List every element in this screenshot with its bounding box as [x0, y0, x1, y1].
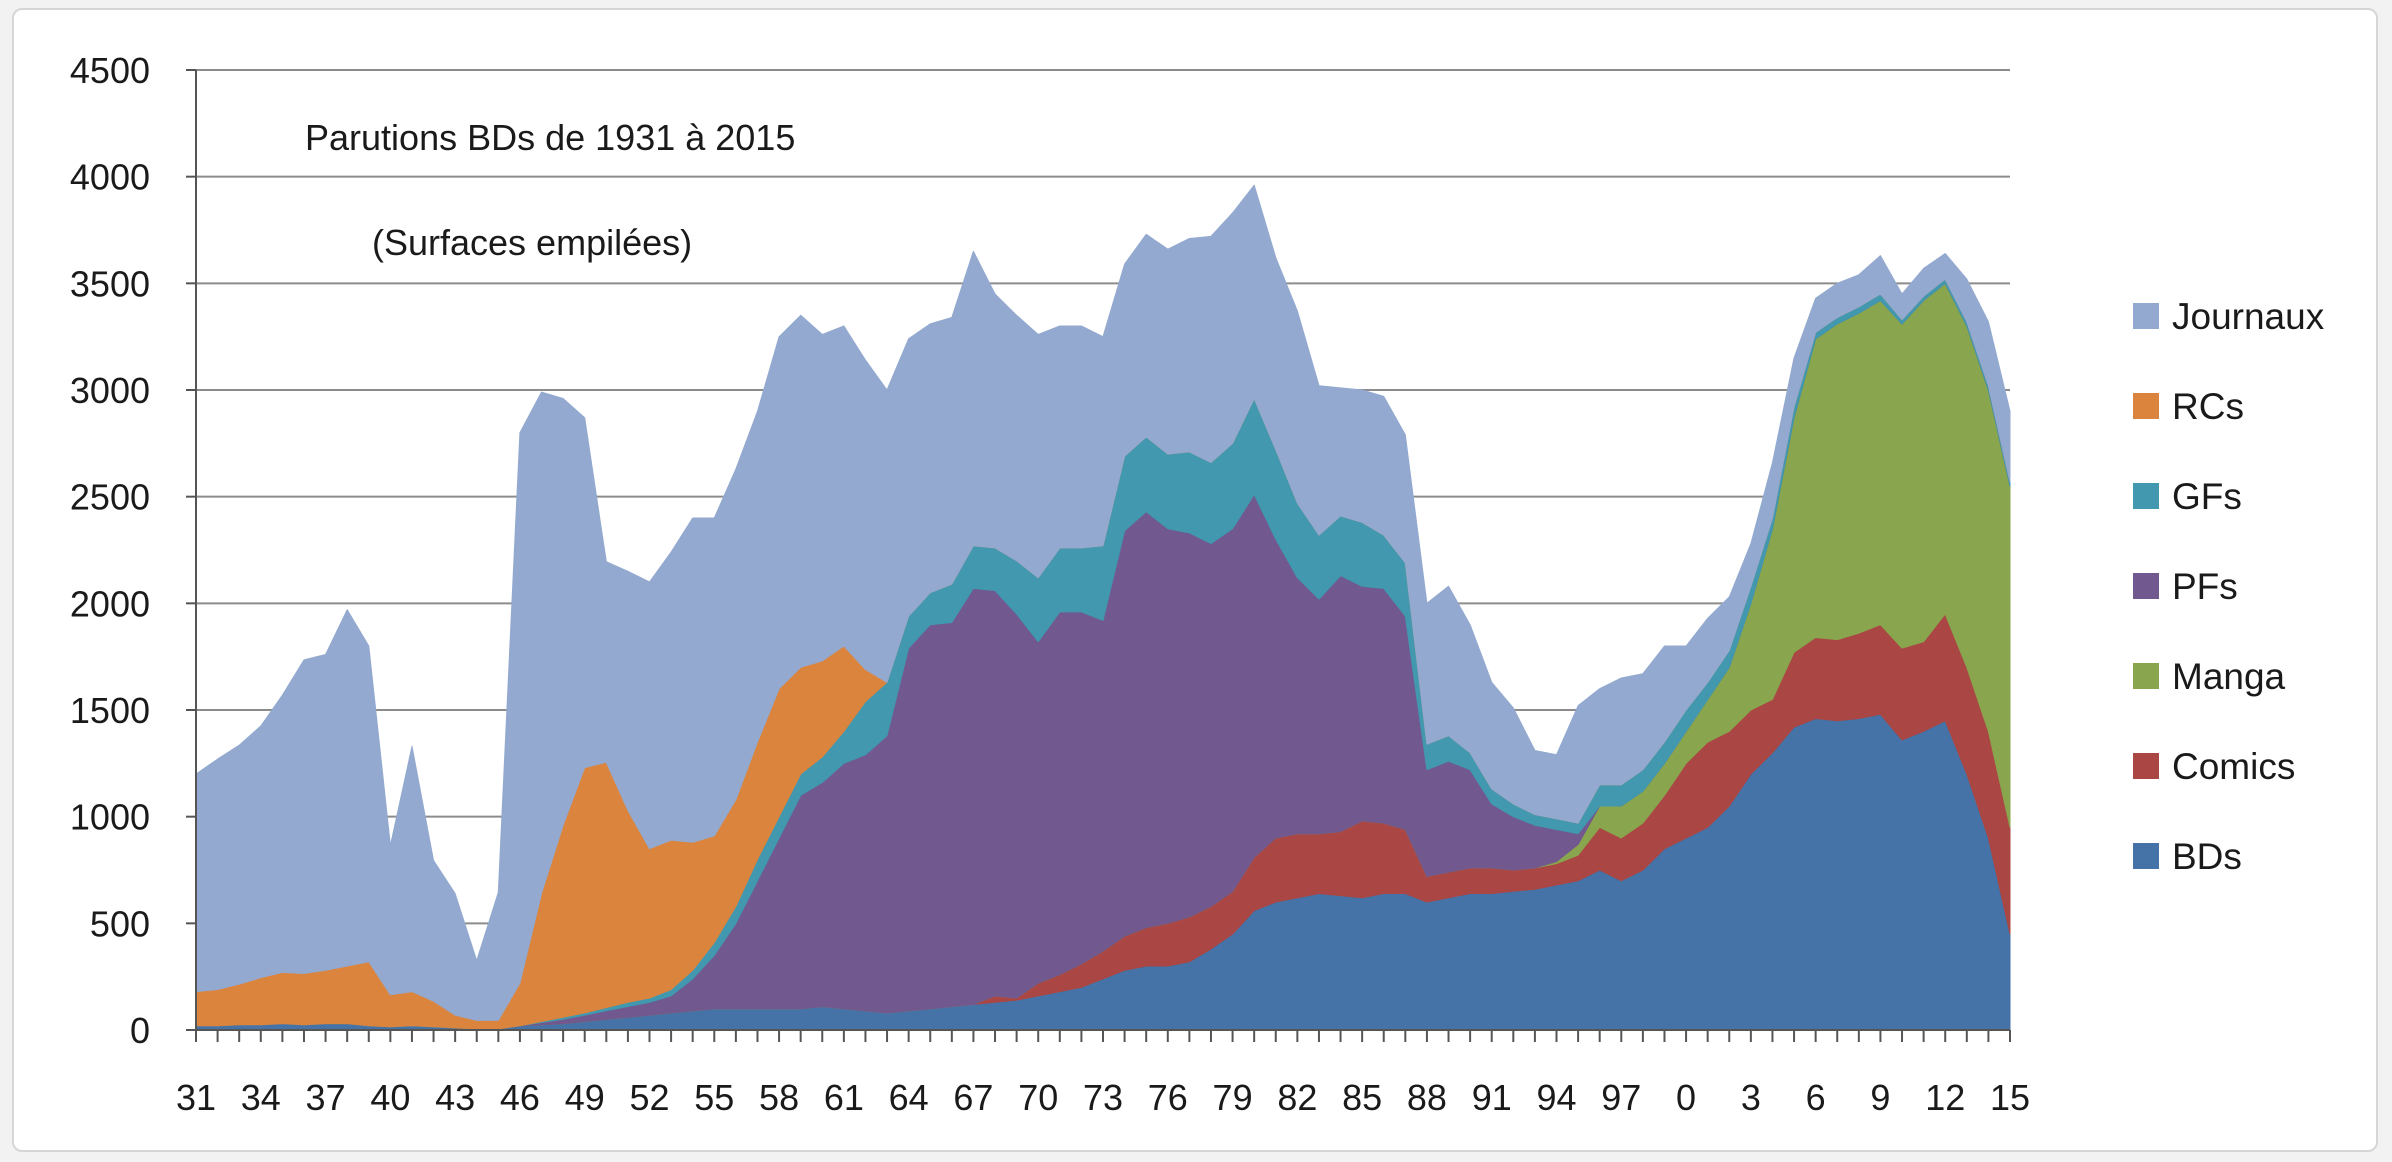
x-tick-label: 31: [176, 1077, 216, 1118]
x-tick-label: 34: [241, 1077, 281, 1118]
legend-swatch-comics: [2133, 753, 2159, 779]
x-tick-label: 49: [565, 1077, 605, 1118]
legend-label-gfs: GFs: [2172, 476, 2242, 517]
y-tick-label: 1000: [70, 797, 150, 838]
x-tick-label: 82: [1277, 1077, 1317, 1118]
x-tick-label: 15: [1990, 1077, 2030, 1118]
x-tick-label: 37: [306, 1077, 346, 1118]
x-axis-tick-labels: 31 34 37 40 43 46 49 52 55 58 61 64 67 70 73 76 79 82 85 88…: [176, 1077, 2030, 1118]
legend: Journaux RCs GFs PFs Manga Comics BDs: [2133, 296, 2325, 877]
x-tick-label: 70: [1018, 1077, 1058, 1118]
x-tick-label: 91: [1472, 1077, 1512, 1118]
y-tick-label: 3500: [70, 263, 150, 304]
x-tick-label: 88: [1407, 1077, 1447, 1118]
legend-swatch-bds: [2133, 843, 2159, 869]
y-tick-label: 0: [130, 1010, 150, 1051]
legend-swatch-journaux: [2133, 303, 2159, 329]
legend-label-manga: Manga: [2172, 656, 2286, 697]
legend-swatch-pfs: [2133, 573, 2159, 599]
legend-swatch-manga: [2133, 663, 2159, 689]
x-tick-label: 94: [1536, 1077, 1576, 1118]
y-tick-label: 1500: [70, 690, 150, 731]
x-tick-label: 61: [824, 1077, 864, 1118]
y-tick-label: 2000: [70, 583, 150, 624]
axes: [186, 69, 2011, 1042]
legend-swatch-gfs: [2133, 483, 2159, 509]
y-tick-label: 4000: [70, 157, 150, 198]
legend-label-journaux: Journaux: [2172, 296, 2325, 337]
x-tick-label: 40: [370, 1077, 410, 1118]
y-tick-label: 3000: [70, 370, 150, 411]
legend-swatch-rcs: [2133, 393, 2159, 419]
legend-label-comics: Comics: [2172, 746, 2295, 787]
x-tick-label: 46: [500, 1077, 540, 1118]
x-tick-label: 58: [759, 1077, 799, 1118]
legend-label-bds: BDs: [2172, 836, 2242, 877]
x-tick-label: 76: [1148, 1077, 1188, 1118]
x-tick-label: 9: [1870, 1077, 1890, 1118]
x-tick-label: 85: [1342, 1077, 1382, 1118]
y-tick-label: 2500: [70, 477, 150, 518]
area-series-journaux: [195, 184, 2011, 1021]
x-tick-label: 12: [1925, 1077, 1965, 1118]
area-series: [195, 184, 2011, 1031]
x-tick-label: 6: [1806, 1077, 1826, 1118]
x-tick-label: 43: [435, 1077, 475, 1118]
legend-label-pfs: PFs: [2172, 566, 2238, 607]
chart-title: Parutions BDs de 1931 à 2015: [305, 117, 795, 158]
x-tick-label: 97: [1601, 1077, 1641, 1118]
x-tick-label: 73: [1083, 1077, 1123, 1118]
x-tick-label: 64: [889, 1077, 929, 1118]
x-tick-label: 3: [1741, 1077, 1761, 1118]
x-tick-label: 79: [1213, 1077, 1253, 1118]
y-tick-label: 500: [90, 903, 150, 944]
y-axis-tick-labels: 0 500 1000 1500 2000 2500 3000 3500 4000 4500: [70, 50, 150, 1051]
legend-label-rcs: RCs: [2172, 386, 2244, 427]
x-tick-label: 55: [694, 1077, 734, 1118]
x-tick-label: 52: [629, 1077, 669, 1118]
chart-subtitle: (Surfaces empilées): [372, 222, 692, 263]
x-tick-label: 67: [953, 1077, 993, 1118]
y-tick-label: 4500: [70, 50, 150, 91]
x-tick-label: 0: [1676, 1077, 1696, 1118]
